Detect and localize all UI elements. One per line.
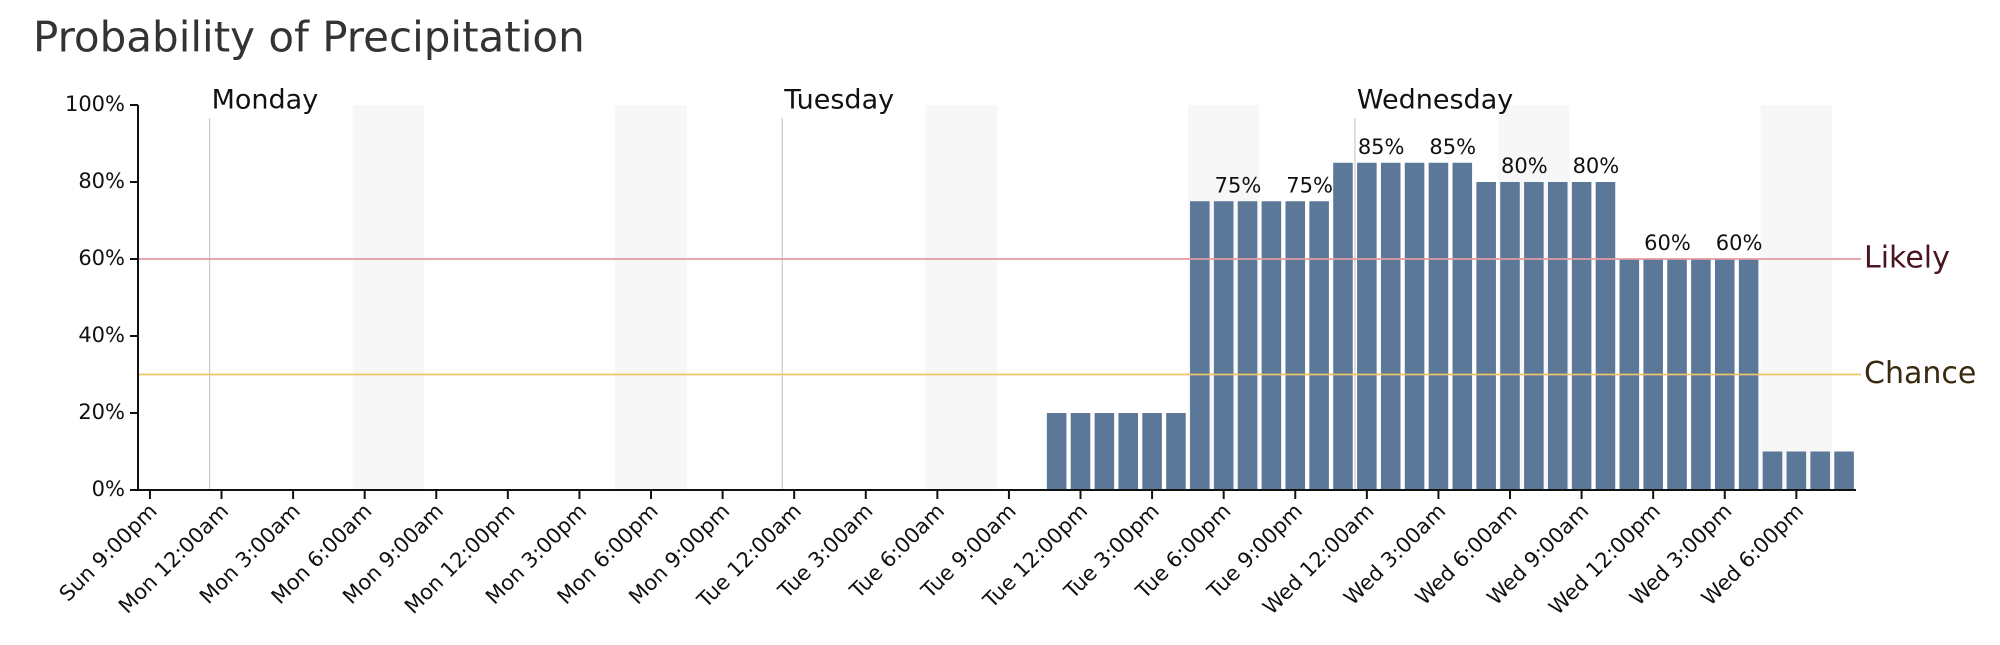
reference-label: Chance <box>1864 356 1976 391</box>
value-label: 60% <box>1644 231 1691 255</box>
day-label: Tuesday <box>783 85 894 116</box>
bar <box>1070 413 1091 490</box>
bar <box>1118 413 1139 490</box>
bar <box>1380 162 1401 490</box>
bar <box>1142 413 1162 490</box>
bar <box>1500 182 1520 490</box>
value-label: 75% <box>1215 173 1262 197</box>
value-label: 85% <box>1429 135 1476 159</box>
value-label: 80% <box>1501 154 1548 178</box>
bar <box>1333 162 1353 490</box>
bar <box>1309 201 1329 490</box>
bar <box>1237 201 1258 490</box>
shade-band <box>1760 105 1833 490</box>
bar <box>1547 182 1568 490</box>
day-label: Wednesday <box>1357 85 1513 116</box>
chart-title: Probability of Precipitation <box>33 13 585 62</box>
shade-band <box>925 105 997 490</box>
bar <box>1261 201 1282 490</box>
bar <box>1190 201 1210 490</box>
bar <box>1810 451 1830 490</box>
bar <box>1476 182 1496 490</box>
bar <box>1786 451 1807 490</box>
shade-band <box>352 105 425 490</box>
value-label: 85% <box>1358 135 1405 159</box>
bar <box>1046 413 1067 490</box>
shade-band <box>615 105 687 490</box>
y-tick-label: 0% <box>92 477 125 501</box>
bar <box>1571 182 1592 490</box>
bar <box>1404 162 1425 490</box>
y-tick-label: 100% <box>65 92 125 116</box>
bar <box>1452 162 1473 490</box>
y-tick-label: 40% <box>78 323 125 347</box>
bar <box>1213 201 1234 490</box>
bar <box>1524 182 1544 490</box>
y-tick-label: 20% <box>78 400 125 424</box>
bar <box>1094 413 1115 490</box>
bar <box>1595 182 1616 490</box>
y-tick-label: 60% <box>78 246 125 270</box>
bar <box>1762 451 1783 490</box>
day-label: Monday <box>212 85 319 116</box>
bar <box>1834 451 1854 490</box>
bar <box>1428 162 1449 490</box>
bar <box>1357 162 1377 490</box>
value-label: 80% <box>1573 154 1620 178</box>
y-tick-label: 80% <box>78 169 125 193</box>
bar <box>1166 413 1186 490</box>
bar <box>1285 201 1306 490</box>
value-label: 60% <box>1716 231 1763 255</box>
reference-label: Likely <box>1864 241 1950 276</box>
value-label: 75% <box>1286 173 1333 197</box>
